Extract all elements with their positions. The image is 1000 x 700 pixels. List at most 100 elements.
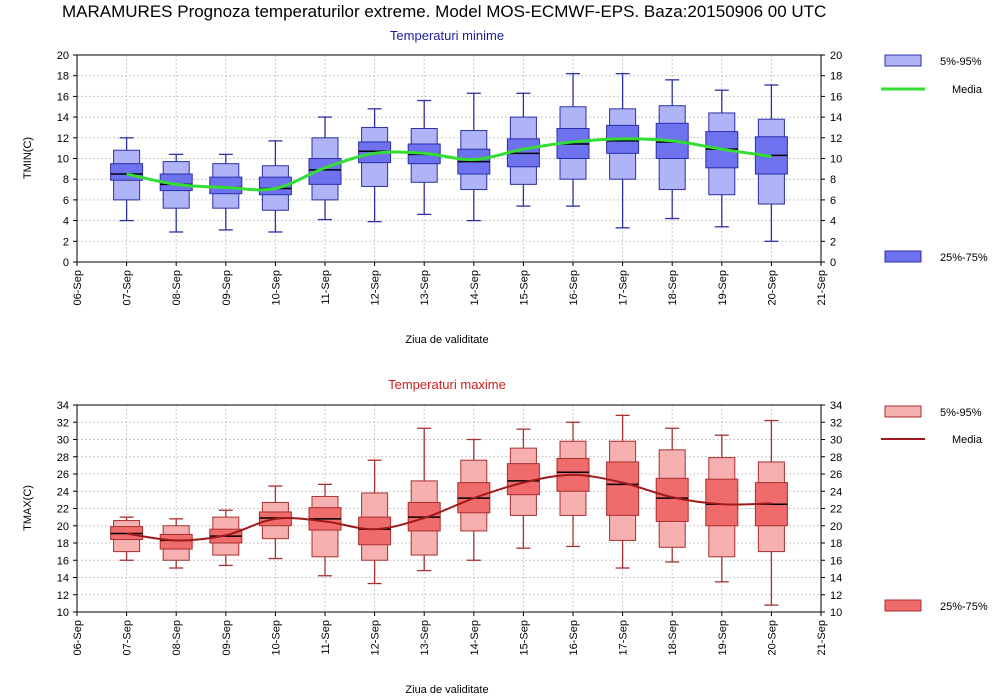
chart2-ytick-label-left: 20 — [57, 521, 69, 533]
chart1-ytick-label-left: 18 — [57, 71, 69, 83]
chart1-legend-p5-95-label: 5%-95% — [940, 56, 982, 68]
chart2-xtick-label: 06-Sep — [72, 620, 84, 655]
chart2-ytick-label-left: 32 — [57, 417, 69, 429]
chart2-ytick-label-right: 22 — [830, 504, 842, 516]
chart2-y-ticks-left: 10 12 14 16 18 20 22 24 26 28 30 32 34 — [57, 400, 77, 619]
chart2-ytick-label-left: 34 — [57, 400, 69, 412]
chart2-ytick-label-right: 12 — [830, 590, 842, 602]
chart1-xtick-label: 12-Sep — [370, 270, 382, 305]
chart2-ytick-label-right: 26 — [830, 469, 842, 481]
chart2-ytick-label-right: 14 — [830, 573, 842, 585]
chart2-mean-line — [126, 473, 772, 542]
chart1-ytick-label-left: 16 — [57, 91, 69, 103]
chart2-xtick-label: 12-Sep — [370, 620, 382, 655]
chart2-xtick-label: 09-Sep — [221, 620, 233, 655]
chart2-boxes — [110, 414, 788, 606]
chart1-ytick-label-right: 12 — [830, 133, 842, 145]
chart1-ytick-label-left: 10 — [57, 154, 69, 166]
chart2-xtick-label: 08-Sep — [171, 620, 183, 655]
chart1-xtick-label: 16-Sep — [568, 270, 580, 305]
chart2-xtick-label: 15-Sep — [518, 620, 530, 655]
chart1-ytick-label-left: 4 — [63, 216, 69, 228]
chart2-ytick-label-left: 10 — [57, 607, 69, 619]
chart1-ytick-label-right: 16 — [830, 91, 842, 103]
chart1-ytick-label-right: 6 — [830, 195, 836, 207]
chart2-ytick-label-right: 28 — [830, 452, 842, 464]
chart2-xtick-label: 18-Sep — [667, 620, 679, 655]
chart1-legend-p5-95-swatch — [884, 54, 922, 67]
chart2-ytick-label-right: 34 — [830, 400, 842, 412]
chart2-box-p25-75 — [606, 461, 640, 516]
chart2-ytick-label-left: 26 — [57, 469, 69, 481]
chart1-xtick-label: 17-Sep — [618, 270, 630, 305]
chart2-xtick-label: 17-Sep — [618, 620, 630, 655]
chart1-ytick-label-left: 20 — [57, 50, 69, 62]
chart2-xtick-label: 19-Sep — [717, 620, 729, 655]
chart2-ytick-label-right: 18 — [830, 538, 842, 550]
chart2-ytick-label-left: 30 — [57, 435, 69, 447]
chart1-y-ticks-left: 0 2 4 6 8 10 12 14 16 18 20 — [57, 50, 77, 269]
chart1-x-ticks: 06-Sep 07-Sep 08-Sep 09-Sep 10-Sep 11-Sep 12-S… — [72, 262, 828, 305]
chart2-legend-p5-95-swatch — [884, 405, 922, 418]
chart1-ytick-label-right: 10 — [830, 154, 842, 166]
chart1-ytick-label-right: 4 — [830, 216, 836, 228]
chart2-ytick-label-left: 28 — [57, 452, 69, 464]
chart2-x-ticks: 06-Sep 07-Sep 08-Sep 09-Sep 10-Sep 11-Sep 12-S… — [72, 612, 828, 655]
chart1-ytick-label-left: 12 — [57, 133, 69, 145]
chart1-xtick-label: 15-Sep — [518, 270, 530, 305]
chart2-legend-p25-75-label: 25%-75% — [940, 601, 988, 613]
chart1-ytick-label-right: 18 — [830, 71, 842, 83]
chart1-ytick-label-left: 6 — [63, 195, 69, 207]
chart2-ytick-label-right: 24 — [830, 486, 842, 498]
chart1-ytick-label-left: 0 — [63, 257, 69, 269]
chart2-legend-p5-95-label: 5%-95% — [940, 407, 982, 419]
chart2-title: Temperaturi maxime — [388, 377, 506, 392]
chart2-ytick-label-right: 30 — [830, 435, 842, 447]
chart2-xtick-label: 21-Sep — [816, 620, 828, 655]
chart2-y-ticks-right: 10 12 14 16 18 20 22 24 26 28 30 32 34 — [821, 400, 842, 619]
chart1-y-ticks-right: 0 2 4 6 8 10 12 14 16 18 20 — [821, 50, 842, 269]
chart1-legend-p25-75-swatch — [884, 250, 922, 263]
chart1-xtick-label: 09-Sep — [221, 270, 233, 305]
chart2-xtick-label: 11-Sep — [320, 620, 332, 655]
chart1-title: Temperaturi minime — [390, 28, 504, 43]
chart2-xtick-label: 13-Sep — [419, 620, 431, 655]
chart2-ytick-label-left: 16 — [57, 555, 69, 567]
chart2-xlabel: Ziua de validitate — [405, 684, 488, 696]
chart1-xtick-label: 13-Sep — [419, 270, 431, 305]
chart1-legend-p25-75-label: 25%-75% — [940, 252, 988, 264]
chart1-xtick-label: 19-Sep — [717, 270, 729, 305]
chart2-ytick-label-left: 18 — [57, 538, 69, 550]
chart1-xtick-label: 11-Sep — [320, 270, 332, 305]
chart1-ytick-label-left: 8 — [63, 174, 69, 186]
chart2-box-p25-75 — [159, 533, 193, 550]
chart1-xtick-label: 08-Sep — [171, 270, 183, 305]
chart1-mean-line — [126, 137, 772, 192]
chart2-ylabel: TMAX(C) — [22, 485, 34, 531]
chart1-ylabel: TMIN(C) — [22, 137, 34, 179]
chart2-ytick-label-right: 20 — [830, 521, 842, 533]
chart1-xtick-label: 18-Sep — [667, 270, 679, 305]
chart2-xtick-label: 10-Sep — [270, 620, 282, 655]
chart2-legend-p25-75-swatch — [884, 599, 922, 612]
chart1-xtick-label: 21-Sep — [816, 270, 828, 305]
chart1-ytick-label-right: 0 — [830, 257, 836, 269]
chart2-ytick-label-right: 32 — [830, 417, 842, 429]
chart1-xtick-label: 06-Sep — [72, 270, 84, 305]
chart1-ytick-label-right: 2 — [830, 236, 836, 248]
chart2-ytick-label-right: 10 — [830, 607, 842, 619]
chart2-box-p25-75 — [358, 516, 392, 546]
chart2-box-p25-75 — [506, 463, 540, 496]
chart2-xtick-label: 07-Sep — [122, 620, 134, 655]
chart1-ytick-label-right: 14 — [830, 112, 842, 124]
chart1-ytick-label-right: 8 — [830, 174, 836, 186]
chart1-xtick-label: 14-Sep — [469, 270, 481, 305]
chart2-ytick-label-left: 22 — [57, 504, 69, 516]
chart1-xtick-label: 10-Sep — [270, 270, 282, 305]
chart1-ytick-label-left: 14 — [57, 112, 69, 124]
chart1-legend-media-label: Media — [952, 84, 983, 96]
chart2-xtick-label: 16-Sep — [568, 620, 580, 655]
chart1-xtick-label: 07-Sep — [122, 270, 134, 305]
chart2-ytick-label-left: 24 — [57, 486, 69, 498]
chart2-ytick-label-left: 14 — [57, 573, 69, 585]
